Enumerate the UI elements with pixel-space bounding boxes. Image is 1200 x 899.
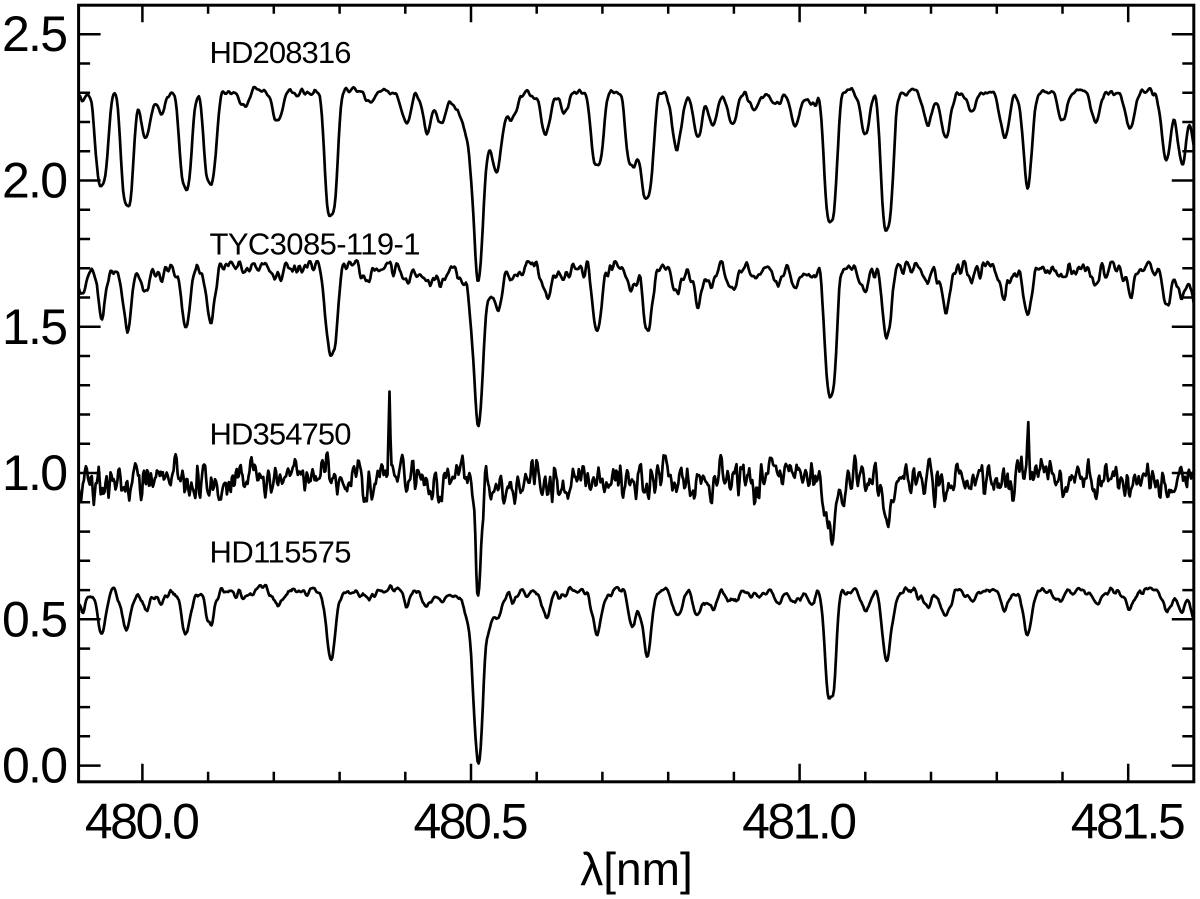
svg-text:2.5: 2.5 xyxy=(2,6,68,62)
svg-text:1.5: 1.5 xyxy=(2,299,68,355)
svg-text:HD354750: HD354750 xyxy=(210,417,352,452)
svg-text:480.5: 480.5 xyxy=(414,794,529,850)
svg-text:481.5: 481.5 xyxy=(1071,794,1186,850)
svg-text:480.0: 480.0 xyxy=(85,794,200,850)
svg-text:HD208316: HD208316 xyxy=(210,35,352,70)
svg-text:481.0: 481.0 xyxy=(742,794,857,850)
svg-text:TYC3085-119-1: TYC3085-119-1 xyxy=(210,227,421,262)
svg-text:HD115575: HD115575 xyxy=(210,535,352,570)
svg-text:0.0: 0.0 xyxy=(2,738,68,794)
svg-text:1.0: 1.0 xyxy=(2,445,68,501)
svg-text:0.5: 0.5 xyxy=(2,591,68,647)
svg-text:2.0: 2.0 xyxy=(2,153,68,209)
svg-text:λ[nm]: λ[nm] xyxy=(580,843,692,895)
